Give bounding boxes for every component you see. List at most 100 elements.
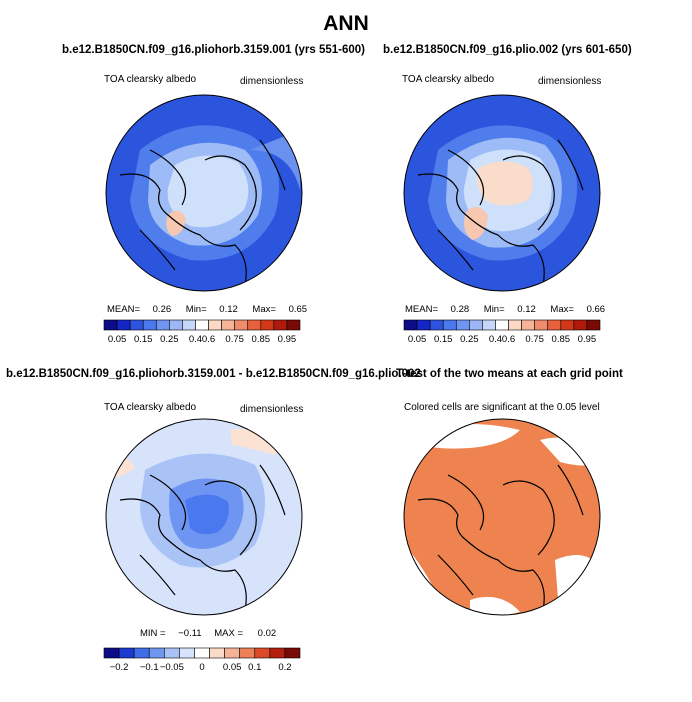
colorbar-swatch <box>260 319 275 331</box>
colorbar-swatch <box>547 319 562 331</box>
colorbar-tick-label: 0.95 <box>578 334 597 345</box>
map-bottom-left <box>106 419 302 615</box>
panel-title-bottom-right: T-test of the two means at each grid poi… <box>396 368 623 380</box>
max-value: 0.66 <box>586 304 606 315</box>
colorbar-swatch <box>286 319 301 331</box>
units-label-top-left: dimensionless <box>240 76 304 87</box>
panel-title-bottom-left: b.e12.B1850CN.f09_g16.pliohorb.3159.001 … <box>6 368 421 380</box>
colorbar-tick-label: −0.1 <box>140 662 159 673</box>
map-bottom-right <box>404 419 600 615</box>
colorbar-swatch <box>482 319 496 331</box>
colorbar-swatch <box>284 647 301 659</box>
max-value: 0.02 <box>257 628 277 639</box>
colorbar-tick-label: 0.05 <box>223 662 242 673</box>
max-label: Max= <box>550 304 574 315</box>
colorbar-swatch <box>103 647 120 659</box>
units-label-bottom-left: dimensionless <box>240 404 304 415</box>
colorbar-tick-label: 0.15 <box>134 334 153 345</box>
min-value: 0.12 <box>517 304 536 315</box>
colorbar-swatch <box>164 647 180 659</box>
colorbar-swatch <box>573 319 588 331</box>
map-border-top-left <box>105 94 303 292</box>
colorbar-bottom-left: −0.2 −0.1 −0.05 0 0.05 0.1 0.2 <box>103 647 301 673</box>
colorbar-tick-label: 0.85 <box>552 334 571 345</box>
colorbar-swatch <box>586 319 601 331</box>
colorbar-swatch <box>508 319 522 331</box>
colorbar-swatch <box>495 319 509 331</box>
max-value: 0.65 <box>288 304 308 315</box>
colorbar-swatch <box>534 319 549 331</box>
mean-value: 0.28 <box>450 304 470 315</box>
panel-title-top-right: b.e12.B1850CN.f09_g16.plio.002 (yrs 601-… <box>383 44 632 56</box>
mean-label: MEAN= <box>405 304 438 315</box>
colorbar-tick-label: 0.05 <box>408 334 427 345</box>
colorbar-swatch <box>247 319 262 331</box>
colorbar-tick-label: 0.75 <box>225 334 244 345</box>
colorbar-swatch <box>118 647 135 659</box>
coastlines-bottom-right <box>417 464 584 611</box>
colorbar-tick-label: 0.75 <box>525 334 544 345</box>
colorbar-swatch <box>429 319 444 331</box>
variable-label-top-right: TOA clearsky albedo <box>402 74 495 85</box>
colorbar-swatch <box>103 319 118 331</box>
colorbar-top-right: 0.05 0.15 0.25 0.4 0.6 0.75 0.85 0.95 <box>403 319 601 345</box>
min-label: MIN = <box>140 628 166 639</box>
colorbar-swatch <box>416 319 431 331</box>
colorbar-tick-label: −0.2 <box>110 662 129 673</box>
colorbar-tick-label: 0.4 <box>189 334 202 345</box>
max-label: MAX = <box>214 628 244 639</box>
max-label: Max= <box>252 304 276 315</box>
colorbar-swatch <box>560 319 575 331</box>
mean-label: MEAN= <box>107 304 140 315</box>
map-border-bottom-left <box>105 418 303 616</box>
page-title: ANN <box>323 12 369 35</box>
colorbar-swatch <box>455 319 470 331</box>
map-border-bottom-right <box>403 418 601 616</box>
colorbar-swatch <box>194 647 210 659</box>
units-label-top-right: dimensionless <box>538 76 602 87</box>
colorbar-swatch <box>142 319 157 331</box>
colorbar-swatch <box>155 319 170 331</box>
min-label: Min= <box>185 304 207 315</box>
colorbar-swatch <box>239 647 256 659</box>
stats-bottom-left: MIN = −0.11 MAX = 0.02 <box>140 628 276 639</box>
colorbar-swatch <box>521 319 535 331</box>
colorbar-tick-label: 0.15 <box>434 334 453 345</box>
min-label: Min= <box>483 304 505 315</box>
coastlines-top-left <box>119 139 286 286</box>
colorbar-swatch <box>442 319 457 331</box>
colorbar-swatch <box>209 647 225 659</box>
colorbar-tick-label: 0.6 <box>202 334 215 345</box>
colorbar-tick-label: 0.25 <box>160 334 179 345</box>
colorbar-swatch <box>403 319 418 331</box>
colorbar-swatch <box>254 647 271 659</box>
colorbar-swatch <box>273 319 288 331</box>
colorbar-swatch <box>221 319 235 331</box>
stats-top-left: MEAN= 0.26 Min= 0.12 Max= 0.65 <box>107 304 307 315</box>
colorbar-swatch <box>148 647 165 659</box>
colorbar-top-left: 0.05 0.15 0.25 0.4 0.6 0.75 0.85 0.95 <box>103 319 301 345</box>
colorbar-swatch <box>169 319 183 331</box>
coastlines-top-right <box>417 139 584 286</box>
subtitle-bottom-right: Colored cells are significant at the 0.0… <box>404 402 600 413</box>
map-top-left <box>106 95 302 291</box>
colorbar-tick-label: 0.2 <box>278 662 291 673</box>
colorbar-tick-label: 0 <box>199 662 204 673</box>
variable-label-bottom-left: TOA clearsky albedo <box>104 402 197 413</box>
colorbar-tick-label: 0.1 <box>248 662 261 673</box>
colorbar-tick-label: 0.4 <box>489 334 502 345</box>
map-border-top-right <box>403 94 601 292</box>
panel-title-top-left: b.e12.B1850CN.f09_g16.pliohorb.3159.001 … <box>62 44 365 56</box>
min-value: 0.12 <box>219 304 238 315</box>
colorbar-tick-label: −0.05 <box>160 662 184 673</box>
colorbar-tick-label: 0.85 <box>252 334 271 345</box>
colorbar-swatch <box>129 319 144 331</box>
variable-label-top-left: TOA clearsky albedo <box>104 74 197 85</box>
colorbar-swatch <box>116 319 131 331</box>
colorbar-swatch <box>469 319 483 331</box>
colorbar-swatch <box>208 319 222 331</box>
colorbar-tick-label: 0.05 <box>108 334 127 345</box>
min-value: −0.11 <box>178 628 202 639</box>
colorbar-swatch <box>179 647 195 659</box>
